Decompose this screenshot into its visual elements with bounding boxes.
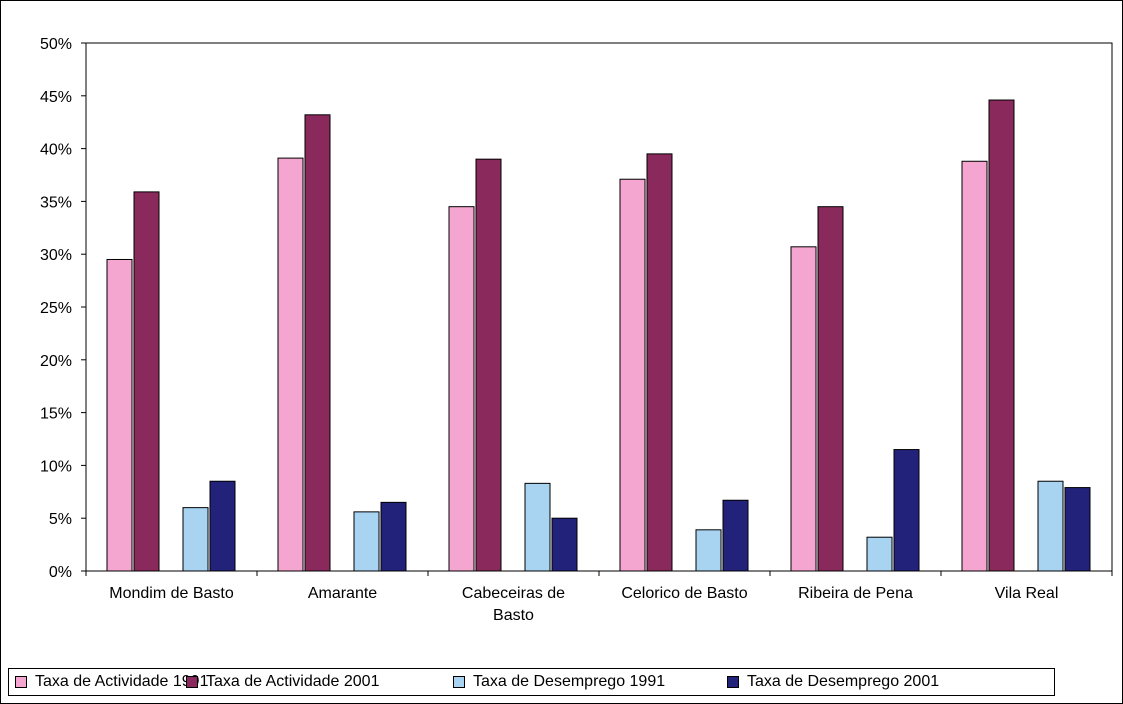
y-tick-label: 15% bbox=[40, 406, 72, 423]
bar bbox=[133, 191, 160, 572]
x-tick-label: Celorico de Basto bbox=[621, 585, 747, 602]
legend-item: Taxa de Actividade 2001 bbox=[186, 673, 379, 691]
bar bbox=[961, 160, 988, 572]
legend-swatch bbox=[15, 676, 27, 688]
legend-swatch bbox=[453, 676, 465, 688]
legend-item: Taxa de Desemprego 1991 bbox=[453, 673, 665, 691]
bar bbox=[817, 206, 844, 572]
x-tick-label: Mondim de Basto bbox=[109, 585, 234, 602]
x-tick-label: Cabeceiras de Basto bbox=[462, 585, 565, 624]
legend-item: Taxa de Actividade 1991 bbox=[15, 673, 208, 691]
y-tick-label: 0% bbox=[49, 564, 72, 581]
y-tick-label: 10% bbox=[40, 458, 72, 475]
bar bbox=[182, 507, 209, 572]
legend-label: Taxa de Actividade 1991 bbox=[35, 673, 209, 690]
x-tick-label: Amarante bbox=[308, 585, 377, 602]
bar bbox=[475, 158, 502, 572]
bar bbox=[209, 480, 236, 572]
legend-swatch bbox=[727, 676, 739, 688]
y-tick-label: 30% bbox=[40, 247, 72, 264]
bar bbox=[695, 529, 722, 572]
bar bbox=[448, 206, 475, 572]
legend-label: Taxa de Actividade 2001 bbox=[206, 673, 380, 690]
y-axis: 0% 5% 10% 15% 20% 25% 30% 35% 40% 45% 50% bbox=[40, 36, 1113, 581]
bar bbox=[893, 449, 920, 572]
plot-area bbox=[85, 42, 1113, 572]
y-tick-label: 45% bbox=[40, 89, 72, 106]
legend-swatch bbox=[186, 676, 198, 688]
bar bbox=[722, 499, 749, 572]
y-tick-label: 25% bbox=[40, 300, 72, 317]
y-tick-label: 20% bbox=[40, 353, 72, 370]
x-tick-label: Ribeira de Pena bbox=[798, 585, 913, 602]
bar bbox=[380, 501, 407, 572]
y-tick-label: 35% bbox=[40, 194, 72, 211]
y-tick-label: 50% bbox=[40, 36, 72, 53]
legend-item: Taxa de Desemprego 2001 bbox=[727, 673, 939, 691]
x-tick-label: Vila Real bbox=[995, 585, 1059, 602]
bar bbox=[304, 114, 331, 572]
legend: Taxa de Actividade 1991 Taxa de Actividad… bbox=[8, 668, 1055, 696]
bar bbox=[353, 511, 380, 572]
bar bbox=[646, 153, 673, 572]
bar bbox=[1064, 487, 1091, 572]
bar bbox=[988, 99, 1015, 572]
legend-label: Taxa de Desemprego 2001 bbox=[747, 673, 940, 690]
bar bbox=[524, 482, 551, 572]
bars bbox=[106, 99, 1091, 572]
y-tick-label: 5% bbox=[49, 511, 72, 528]
bar bbox=[1037, 480, 1064, 572]
bar bbox=[277, 157, 304, 572]
bar bbox=[790, 246, 817, 572]
legend-label: Taxa de Desemprego 1991 bbox=[473, 673, 666, 690]
bar bbox=[866, 536, 893, 572]
bar bbox=[619, 178, 646, 572]
y-tick-label: 40% bbox=[40, 142, 72, 159]
x-axis: Mondim de Basto Amarante Cabeceiras de Bast… bbox=[85, 571, 1113, 624]
bar bbox=[551, 517, 578, 572]
bar bbox=[106, 258, 133, 572]
